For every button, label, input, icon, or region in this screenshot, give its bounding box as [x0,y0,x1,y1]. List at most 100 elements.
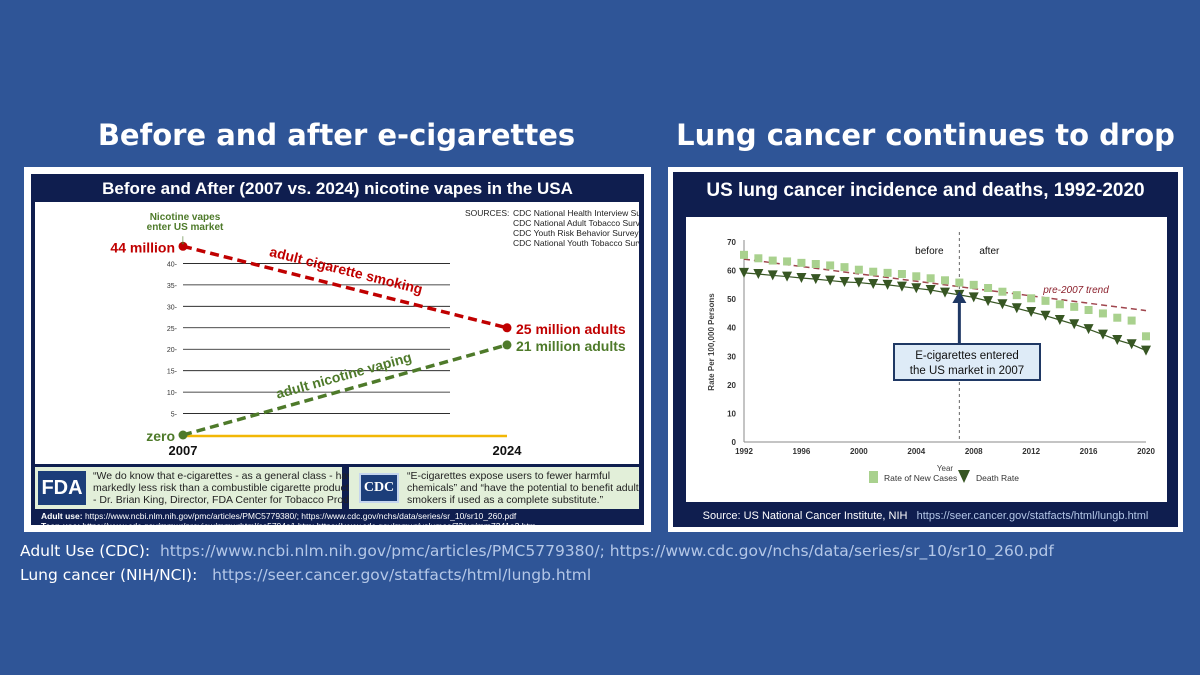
series-point [502,323,512,333]
vaping-references: Adult use: https://www.ncbi.nlm.nih.gov/… [41,511,536,531]
new-cases-point [1084,306,1093,314]
series-start-label: 44 million [110,239,175,255]
callout-arrowhead-icon [952,291,967,303]
y-tick-label: 5- [171,412,178,419]
new-cases-point [783,257,792,266]
left-heading: Before and after e-cigarettes [97,118,576,152]
y-tick-label: 60 [727,267,736,276]
new-cases-point [840,263,849,272]
y-tick-label: 10- [167,390,178,397]
fda-quote-line: “We do know that e-cigarettes - as a gen… [93,470,359,482]
death-rate-point [853,277,864,288]
new-cases-point [1055,300,1064,309]
y-tick-label: 15- [167,369,178,376]
x-tick-label: 2008 [965,447,983,456]
footer-lung-cancer-url[interactable]: https://seer.cancer.gov/statfacts/html/l… [212,566,592,584]
legend-death-rate-label: Death Rate [976,473,1019,483]
cdc-logo: CDC [359,473,399,503]
death-rate-point [753,269,764,279]
series-end-label: 25 million adults [516,321,626,337]
lung-cancer-chart-area: 0 10 20 30 40 50 60 70 1992 1996 2000 2004 2008 2012 2… [686,217,1167,502]
new-cases-point [941,276,949,285]
cdc-quote-line: “E-cigarettes expose users to fewer harm… [407,470,611,482]
y-axis-label: Rate Per 100,000 Persons [707,293,716,391]
death-rate-point [1141,345,1151,356]
new-cases-point [797,258,806,267]
new-cases-point [1012,291,1021,300]
death-rate-point [1069,319,1080,330]
new-cases-point [811,260,820,268]
pre-2007-trend-line [743,258,1147,312]
death-rate-point [782,271,793,282]
x-tick-label: 1992 [735,447,753,456]
source-item: CDC Youth Risk Behavior Survey [513,228,639,238]
new-cases-point [955,278,964,287]
source-item: CDC National Health Interview Survey [513,208,639,218]
y-tick-label: 40 [727,324,736,333]
x-tick-label: 1996 [793,447,811,456]
new-cases-point [740,250,748,259]
x-tick-label: 2020 [1137,447,1155,456]
source-item: CDC National Adult Tobacco Survey [513,218,639,228]
callout-line: E-cigarettes entered [915,350,1019,362]
death-rate-point [1083,324,1094,335]
x-tick-label: 2012 [1022,447,1040,456]
y-tick-label: 0 [732,438,737,447]
footer-adult-use-urls[interactable]: https://www.ncbi.nlm.nih.gov/pmc/article… [159,542,1054,560]
death-rate-point [997,299,1008,310]
y-tick-label: 30 [727,352,736,361]
legend-new-cases-swatch [869,471,878,483]
lung-cancer-chart: 0 10 20 30 40 50 60 70 1992 1996 2000 2004 2008 2012 2… [707,232,1155,483]
vaping-series-lines [178,241,512,440]
legend-new-cases-label: Rate of New Cases [884,473,957,483]
new-cases-point [883,268,892,277]
new-cases-point [1041,296,1050,305]
y-tick-label: 10 [727,409,736,418]
new-cases-point [998,287,1007,296]
death-rate-point [796,273,807,283]
cdc-quote-line: smokers if used as a complete substitute… [407,494,604,506]
death-rate-point [1011,303,1022,314]
y-tick-label: 40- [167,261,178,268]
death-rate-point [810,274,821,285]
source-url[interactable]: https://seer.cancer.gov/statfacts/html/l… [916,510,1149,522]
fda-quote-line: - Dr. Brian King, Director, FDA Center f… [93,494,369,506]
x-tick-label: 2004 [907,447,925,456]
new-cases-point [826,261,835,270]
teen-use-urls[interactable]: https://www.cdc.gov/mmwr/preview/mmwrhtm… [82,521,536,531]
fda-quote-box: FDA “We do know that e-cigarettes - as a… [35,467,369,509]
vaping-chart-area: 5- 10- 15- 20- 25- 30- 35- 40- Nicotine vapes e… [35,202,658,464]
lung-cancer-source: Source: US National Cancer Institute, NI… [673,510,1178,522]
cdc-quote-box: CDC “E-cigarettes expose users to fewer … [349,467,639,509]
adult-use-urls[interactable]: https://www.ncbi.nlm.nih.gov/pmc/article… [84,511,517,521]
new-cases-point [1113,313,1122,322]
death-rate-point [1054,315,1065,325]
vaping-y-ticks: 5- 10- 15- 20- 25- 30- 35- 40- [167,261,178,418]
vape-entry-arrow-icon: ↓ [180,231,187,247]
new-cases-point [869,267,878,276]
new-cases-point [1070,302,1079,311]
trend-line [743,258,1147,312]
new-cases-point [969,280,978,289]
lung-chart-axes: 0 10 20 30 40 50 60 70 1992 1996 2000 2004 2008 2012 2… [707,232,1155,473]
x-axis-label: Year [937,464,954,473]
death-rate-point [767,270,778,281]
fda-quote: “We do know that e-cigarettes - as a gen… [93,470,369,506]
series-point [502,340,512,350]
y-tick-label: 50 [727,295,736,304]
series-point [178,241,188,251]
series-line [182,244,508,330]
series-end-label: 21 million adults [516,338,626,354]
death-rate-series [739,267,1151,356]
death-rate-point [868,279,879,289]
lung-cancer-panel-frame: US lung cancer incidence and deaths, 199… [673,172,1178,527]
y-tick-label: 30- [167,304,178,311]
footer-lung-cancer-label: Lung cancer (NIH/NCI): [20,566,198,584]
new-cases-point [926,274,935,283]
new-cases-point [897,270,906,278]
death-rate-point [983,296,994,307]
series-line [182,343,508,437]
legend-death-rate-swatch [958,470,970,483]
fda-quote-line: markedly less risk than a combustible ci… [93,482,356,494]
